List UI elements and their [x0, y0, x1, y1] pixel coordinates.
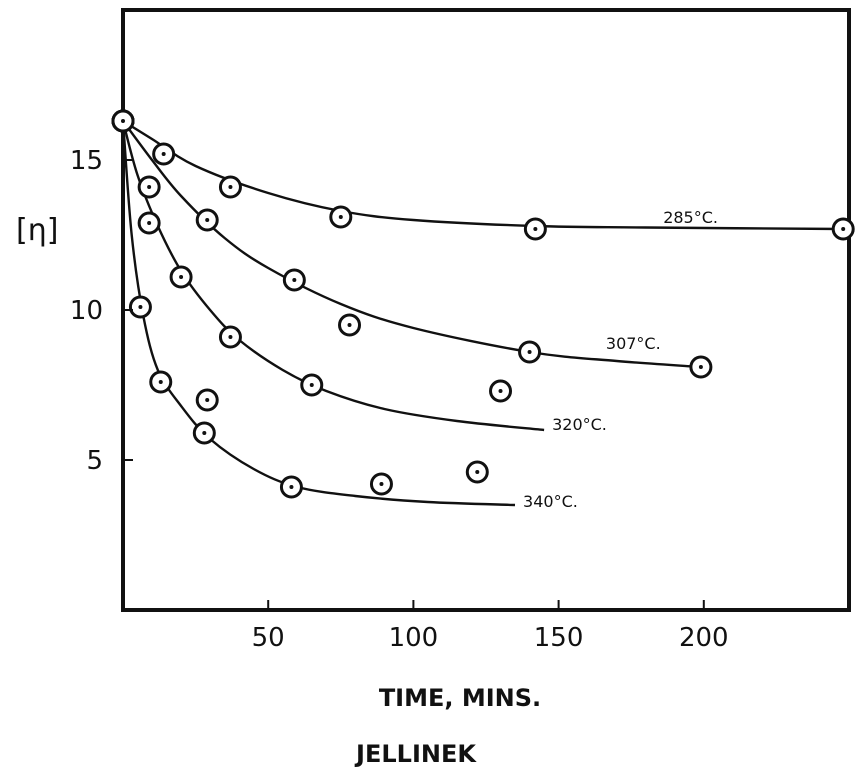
data-point-307c-5 — [518, 340, 542, 364]
data-point-340c-3 — [195, 388, 219, 412]
data-point-307c-2 — [195, 208, 219, 232]
data-point-340c-7 — [465, 460, 489, 484]
data-point-307c-3 — [282, 268, 306, 292]
data-point-285c-3 — [329, 205, 353, 229]
curve-307c — [122, 120, 701, 369]
curve-285c — [122, 119, 844, 231]
series-labels: 285°C. 307°C. 320°C. 340°C. — [523, 208, 718, 511]
plot-frame — [121, 8, 851, 612]
data-point-340c-5 — [279, 475, 303, 499]
chart-caption: JELLINEK — [354, 740, 477, 768]
data-point-320c-2 — [169, 265, 193, 289]
data-point-285c-4 — [523, 217, 547, 241]
series-label-285c: 285°C. — [663, 208, 718, 227]
data-point-320c-3 — [218, 325, 242, 349]
series-points — [111, 109, 855, 499]
data-point-340c-0 — [111, 109, 135, 133]
y-axis-label: [η] — [16, 213, 58, 248]
data-point-320c-1 — [137, 211, 161, 235]
curve-340c — [121, 120, 516, 507]
x-tick-label-50: 50 — [252, 623, 285, 653]
data-point-320c-4 — [300, 373, 324, 397]
data-point-340c-4 — [192, 421, 216, 445]
y-tick-label-5: 5 — [86, 446, 103, 476]
y-tick-label-15: 15 — [70, 146, 103, 176]
data-point-320c-5 — [489, 379, 513, 403]
data-point-340c-6 — [369, 472, 393, 496]
data-point-285c-5 — [831, 217, 855, 241]
data-point-285c-1 — [152, 142, 176, 166]
x-axis-label: TIME, MINS. — [379, 684, 541, 712]
data-point-307c-1 — [137, 175, 161, 199]
x-tick-label-150: 150 — [534, 623, 584, 653]
data-point-285c-2 — [218, 175, 242, 199]
data-point-307c-4 — [338, 313, 362, 337]
y-ticks: 5 10 15 — [70, 146, 133, 476]
series-label-320c: 320°C. — [552, 415, 607, 434]
x-ticks: 50 100 150 200 — [252, 600, 729, 653]
data-point-340c-2 — [149, 370, 173, 394]
data-point-340c-1 — [128, 295, 152, 319]
x-tick-label-200: 200 — [679, 623, 729, 653]
data-point-307c-6 — [689, 355, 713, 379]
x-tick-label-100: 100 — [389, 623, 439, 653]
y-tick-label-10: 10 — [70, 296, 103, 326]
series-label-340c: 340°C. — [523, 492, 578, 511]
series-label-307c: 307°C. — [606, 334, 661, 353]
